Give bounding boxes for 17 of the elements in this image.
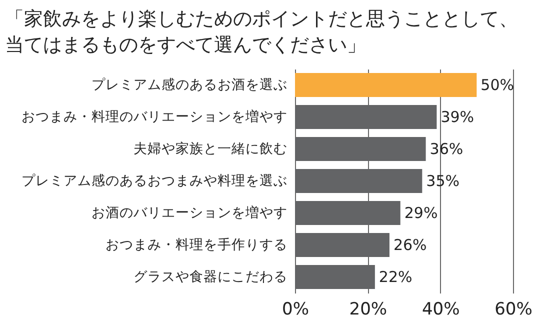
- y-tick-label: プレミアム感のあるおつまみや料理を選ぶ: [22, 173, 288, 189]
- x-tick-label: 20%: [349, 300, 388, 320]
- y-tick-label: プレミアム感のあるお酒を選ぶ: [92, 77, 288, 93]
- data-label: 29%: [404, 204, 438, 222]
- x-tick-label: 60%: [494, 300, 532, 320]
- data-label: 26%: [393, 236, 427, 254]
- chart-title: 「家飲みをより楽しむためのポイントだと思うこととして、当てはまるものをすべて選んでください」: [5, 8, 518, 56]
- bar: [295, 73, 477, 97]
- data-label: 22%: [378, 268, 412, 286]
- y-tick-label: グラスや食器にこだわる: [134, 269, 288, 285]
- y-tick-label: お酒のバリエーションを増やす: [92, 204, 288, 221]
- y-tick-label: 夫婦や家族と一緒に飲む: [134, 141, 288, 157]
- x-tick-label: 0%: [282, 300, 309, 320]
- y-tick-label: おつまみ・料理を手作りする: [106, 237, 288, 253]
- data-label: 39%: [440, 108, 474, 126]
- x-tick-label: 40%: [422, 300, 460, 320]
- y-tick-label: おつまみ・料理のバリエーションを増やす: [22, 108, 288, 125]
